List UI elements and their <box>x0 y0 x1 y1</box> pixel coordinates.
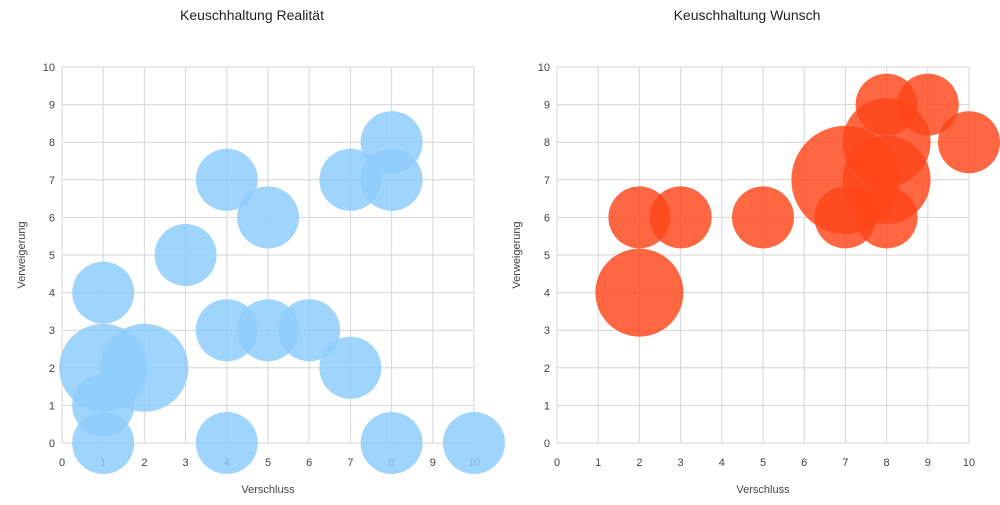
chart-2: 0 1 2 3 4 5 6 7 8 9 10 0 1 2 3 4 5 6 7 8 9 10 Keuschhaltung Wu… <box>511 7 1000 496</box>
y-tick-label: 9 <box>544 100 550 112</box>
chart-title: Keuschhaltung Wunsch <box>674 7 821 23</box>
y-tick-label: 8 <box>544 137 550 149</box>
data-point <box>100 323 189 412</box>
y-tick-label: 3 <box>49 325 55 337</box>
y-tick-label: 0 <box>544 438 550 450</box>
data-point <box>443 412 505 474</box>
y-tick-label: 10 <box>43 62 55 74</box>
x-tick-label: 6 <box>801 457 807 469</box>
y-tick-label: 10 <box>538 62 550 74</box>
y-tick-label: 5 <box>544 250 550 262</box>
y-tick-label: 1 <box>544 400 550 412</box>
y-axis-label: Verweigerung <box>511 221 523 288</box>
x-tick-label: 9 <box>925 457 931 469</box>
data-point <box>195 148 258 211</box>
data-point <box>237 186 299 249</box>
y-tick-label: 3 <box>544 325 550 337</box>
data-point <box>360 111 423 174</box>
bubble-series <box>59 111 505 474</box>
x-tick-label: 5 <box>265 457 271 469</box>
y-tick-label: 2 <box>544 363 550 375</box>
x-tick-label: 2 <box>636 457 642 469</box>
y-tick-label: 6 <box>49 212 55 224</box>
x-tick-label: 7 <box>347 457 353 469</box>
data-point <box>154 224 217 286</box>
data-point <box>360 412 423 474</box>
x-tick-label: 3 <box>183 457 189 469</box>
chart-title: Keuschhaltung Realität <box>180 7 324 23</box>
x-tick-label: 2 <box>141 457 147 469</box>
x-tick-label: 8 <box>884 457 890 469</box>
y-tick-label: 4 <box>49 288 55 300</box>
x-axis-label: Verschluss <box>736 484 790 496</box>
x-tick-label: 10 <box>963 457 975 469</box>
data-point <box>595 248 684 337</box>
y-tick-label: 2 <box>49 363 55 375</box>
y-axis-label: Verweigerung <box>16 221 28 288</box>
y-tick-label: 9 <box>49 100 55 112</box>
x-tick-label: 1 <box>595 457 601 469</box>
y-tick-label: 7 <box>544 175 550 187</box>
data-point <box>72 261 135 324</box>
data-point <box>195 412 258 474</box>
x-tick-label: 0 <box>59 457 65 469</box>
x-tick-label: 9 <box>430 457 436 469</box>
x-axis-label: Verschluss <box>241 484 295 496</box>
data-point <box>938 111 1000 174</box>
x-tick-label: 3 <box>678 457 684 469</box>
data-point <box>896 73 959 136</box>
y-tick-label: 6 <box>544 212 550 224</box>
x-tick-label: 5 <box>760 457 766 469</box>
y-tick-label: 1 <box>49 400 55 412</box>
data-point <box>278 299 341 362</box>
x-tick-label: 0 <box>554 457 560 469</box>
data-point <box>319 336 382 399</box>
data-point <box>649 186 712 249</box>
x-tick-label: 4 <box>719 457 725 469</box>
x-tick-label: 7 <box>842 457 848 469</box>
bubble-series <box>595 73 1000 337</box>
data-point <box>732 186 794 249</box>
x-tick-label: 6 <box>306 457 312 469</box>
y-tick-label: 0 <box>49 438 55 450</box>
y-tick-label: 4 <box>544 288 550 300</box>
y-tick-label: 8 <box>49 137 55 149</box>
y-tick-label: 7 <box>49 175 55 187</box>
y-tick-label: 5 <box>49 250 55 262</box>
